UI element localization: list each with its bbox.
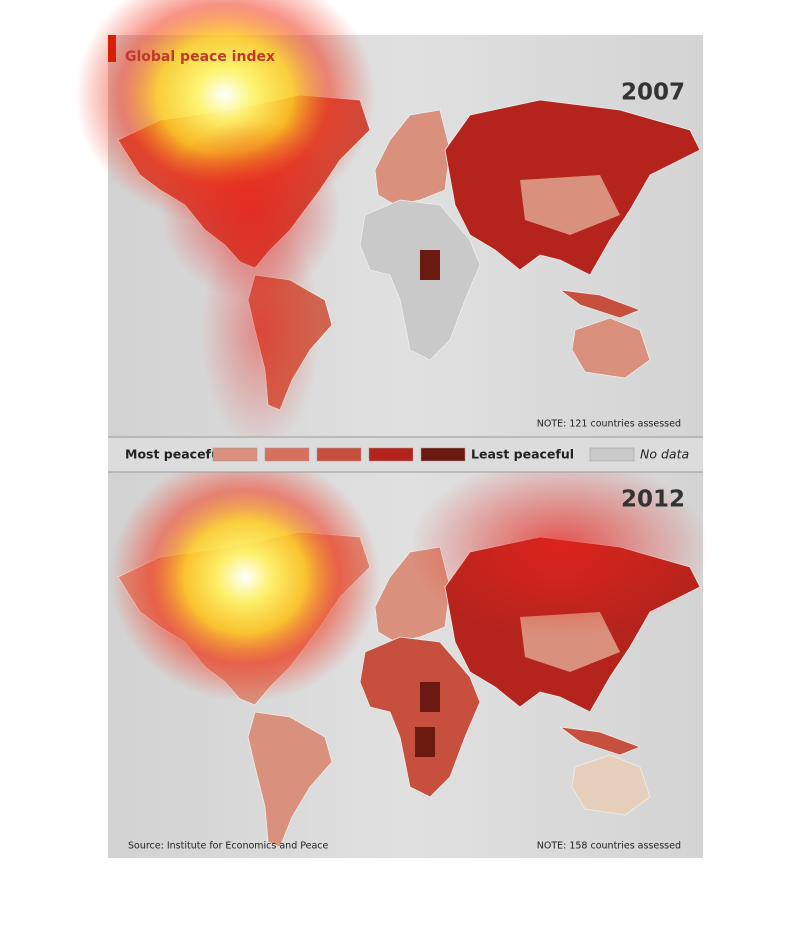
- legend-swatch: [316, 447, 362, 462]
- region: [415, 682, 440, 757]
- year: 2007: [621, 80, 685, 106]
- year: 2012: [621, 487, 685, 513]
- legend-swatch: [368, 447, 414, 462]
- note: NOTE: 121 countries assessed: [537, 419, 681, 430]
- legend-swatch: [589, 447, 635, 462]
- heat-spot: [110, 452, 380, 702]
- region: [420, 250, 440, 280]
- heat-spot: [200, 210, 320, 450]
- legend-label: No data: [640, 447, 689, 462]
- title: Global peace index: [125, 49, 275, 65]
- legend: Most peaceful Least peaceful No data: [125, 447, 689, 462]
- legend-label: Least peaceful: [471, 447, 574, 462]
- legend-swatch: [264, 447, 310, 462]
- source: Source: Institute for Economics and Peac…: [128, 841, 329, 852]
- map-2012: [110, 452, 710, 848]
- region: [520, 175, 620, 235]
- map-2007: [75, 0, 701, 450]
- title-marker: [108, 35, 116, 62]
- legend-swatch: [212, 447, 258, 462]
- heat-spot: [410, 457, 710, 637]
- legend-label: Most peaceful: [125, 447, 224, 462]
- note: NOTE: 158 countries assessed: [537, 841, 681, 852]
- legend-swatch: [420, 447, 466, 462]
